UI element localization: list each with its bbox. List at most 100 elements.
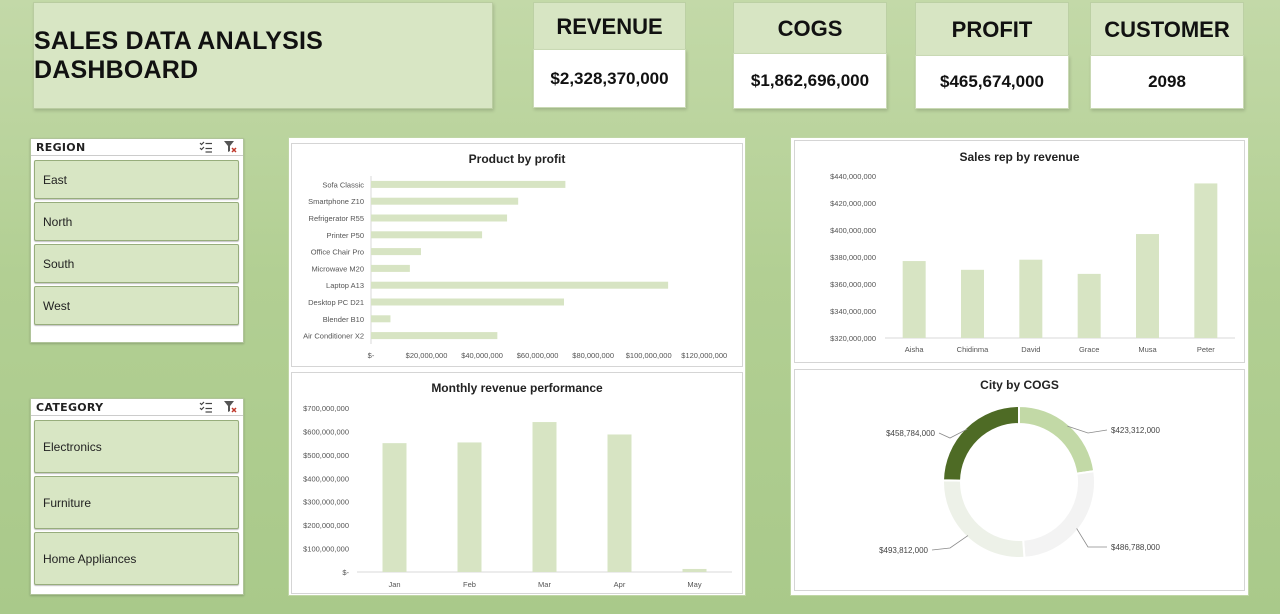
- dashboard-title-box: SALES DATA ANALYSIS DASHBOARD: [33, 2, 493, 109]
- sales-rep-chart[interactable]: Sales rep by revenue $320,000,000 $340,00…: [794, 140, 1245, 363]
- clear-filter-icon[interactable]: [223, 140, 237, 154]
- tick-label: $700,000,000: [303, 404, 349, 413]
- category-slicer-header: CATEGORY: [31, 399, 243, 416]
- chart-title: Sales rep by revenue: [959, 150, 1080, 164]
- category-label: Aisha: [905, 345, 925, 354]
- donut-slice: [1022, 470, 1096, 559]
- category-label: Mar: [538, 580, 551, 589]
- bar: [961, 269, 984, 338]
- slicer-item-north[interactable]: North: [34, 202, 239, 241]
- bar: [457, 442, 482, 572]
- tick-label: $-: [342, 568, 349, 577]
- tick-label: $100,000,000: [626, 351, 672, 360]
- kpi-customer-label: CUSTOMER: [1090, 2, 1244, 57]
- bar: [371, 231, 483, 239]
- tick-label: $360,000,000: [830, 280, 876, 289]
- kpi-revenue-value: $2,328,370,000: [533, 49, 686, 108]
- kpi-customer-card: CUSTOMER 2098: [1090, 2, 1244, 109]
- tick-label: $500,000,000: [303, 451, 349, 460]
- clear-filter-icon[interactable]: [223, 400, 237, 414]
- tick-label: $300,000,000: [303, 498, 349, 507]
- city-cogs-chart[interactable]: City by COGS $423,312,000 $486,788,000 $49…: [794, 369, 1245, 591]
- bar: [371, 180, 566, 188]
- tick-label: $120,000,000: [681, 351, 727, 360]
- category-label: Air Conditioner X2: [303, 332, 364, 341]
- bar: [1194, 183, 1218, 338]
- tick-label: $380,000,000: [830, 253, 876, 262]
- data-label: $493,812,000: [879, 546, 928, 555]
- tick-label: $440,000,000: [830, 172, 876, 181]
- category-label: Laptop A13: [326, 281, 364, 290]
- region-slicer: REGION East North South West: [30, 138, 244, 343]
- kpi-cogs-value: $1,862,696,000: [733, 53, 887, 109]
- kpi-customer-value: 2098: [1090, 55, 1244, 109]
- slicer-item-electronics[interactable]: Electronics: [34, 420, 239, 473]
- region-slicer-title: REGION: [36, 140, 86, 154]
- donut-slice: [1018, 404, 1096, 475]
- category-label: Refrigerator R55: [309, 214, 364, 223]
- tick-label: $80,000,000: [572, 351, 614, 360]
- bar: [532, 422, 557, 572]
- category-label: Microwave M20: [311, 264, 364, 273]
- category-label: Sofa Classic: [322, 180, 364, 189]
- data-label: $486,788,000: [1111, 543, 1160, 552]
- multi-select-icon[interactable]: [199, 140, 213, 154]
- leader-line: [1076, 528, 1107, 548]
- category-label: Feb: [463, 580, 476, 589]
- bar: [371, 214, 508, 222]
- product-profit-svg: Sofa Classic Smartphone Z10 Refrigerator R…: [303, 176, 727, 360]
- kpi-revenue-card: REVENUE $2,328,370,000: [533, 2, 686, 108]
- kpi-cogs-card: COGS $1,862,696,000: [733, 2, 887, 109]
- slicer-item-south[interactable]: South: [34, 244, 239, 283]
- tick-label: $400,000,000: [830, 226, 876, 235]
- tick-label: $400,000,000: [303, 474, 349, 483]
- slicer-item-furniture[interactable]: Furniture: [34, 476, 239, 529]
- sales-rep-svg: $320,000,000 $340,000,000 $360,000,000 $380…: [830, 172, 1235, 354]
- multi-select-icon[interactable]: [199, 400, 213, 414]
- category-label: David: [1021, 345, 1040, 354]
- tick-label: $420,000,000: [830, 199, 876, 208]
- category-label: Jan: [388, 580, 400, 589]
- chart-title: Product by profit: [468, 152, 566, 166]
- bar: [371, 248, 421, 256]
- category-label: Grace: [1079, 345, 1099, 354]
- kpi-profit-card: PROFIT $465,674,000: [915, 2, 1069, 109]
- tick-label: $200,000,000: [303, 521, 349, 530]
- region-slicer-header: REGION: [31, 139, 243, 156]
- category-label: Office Chair Pro: [311, 248, 364, 257]
- category-label: Printer P50: [326, 231, 364, 240]
- tick-label: $40,000,000: [461, 351, 503, 360]
- tick-label: $60,000,000: [517, 351, 559, 360]
- leader-line: [931, 535, 969, 551]
- bar: [371, 315, 391, 323]
- bar: [607, 434, 632, 572]
- category-label: May: [687, 580, 701, 589]
- leader-line: [1067, 425, 1108, 434]
- category-label: Chidinma: [957, 345, 990, 354]
- tick-label: $340,000,000: [830, 307, 876, 316]
- bar: [1019, 259, 1043, 338]
- slicer-item-home-appliances[interactable]: Home Appliances: [34, 532, 239, 585]
- bar: [1077, 273, 1101, 338]
- slicer-item-east[interactable]: East: [34, 160, 239, 199]
- dashboard-title: SALES DATA ANALYSIS DASHBOARD: [34, 26, 324, 84]
- bar: [371, 298, 564, 306]
- bar: [682, 568, 707, 572]
- bar: [1136, 234, 1159, 338]
- category-label: Apr: [614, 580, 626, 589]
- category-label: Desktop PC D21: [308, 298, 364, 307]
- product-profit-chart[interactable]: Product by profit Sofa Classic Smartphone…: [291, 143, 743, 367]
- tick-label: $-: [368, 351, 375, 360]
- kpi-cogs-label: COGS: [733, 2, 887, 55]
- kpi-revenue-label: REVENUE: [533, 2, 686, 51]
- category-slicer: CATEGORY Electronics Furniture Home Appl…: [30, 398, 244, 595]
- tick-label: $320,000,000: [830, 334, 876, 343]
- monthly-revenue-chart[interactable]: Monthly revenue performance $- $100,000,0…: [291, 372, 743, 594]
- data-label: $458,784,000: [886, 429, 935, 438]
- city-cogs-svg: $423,312,000 $486,788,000 $493,812,000 $458…: [879, 404, 1160, 559]
- category-label: Peter: [1197, 345, 1215, 354]
- slicer-item-west[interactable]: West: [34, 286, 239, 325]
- tick-label: $600,000,000: [303, 427, 349, 436]
- bar: [371, 332, 498, 340]
- data-label: $423,312,000: [1111, 426, 1160, 435]
